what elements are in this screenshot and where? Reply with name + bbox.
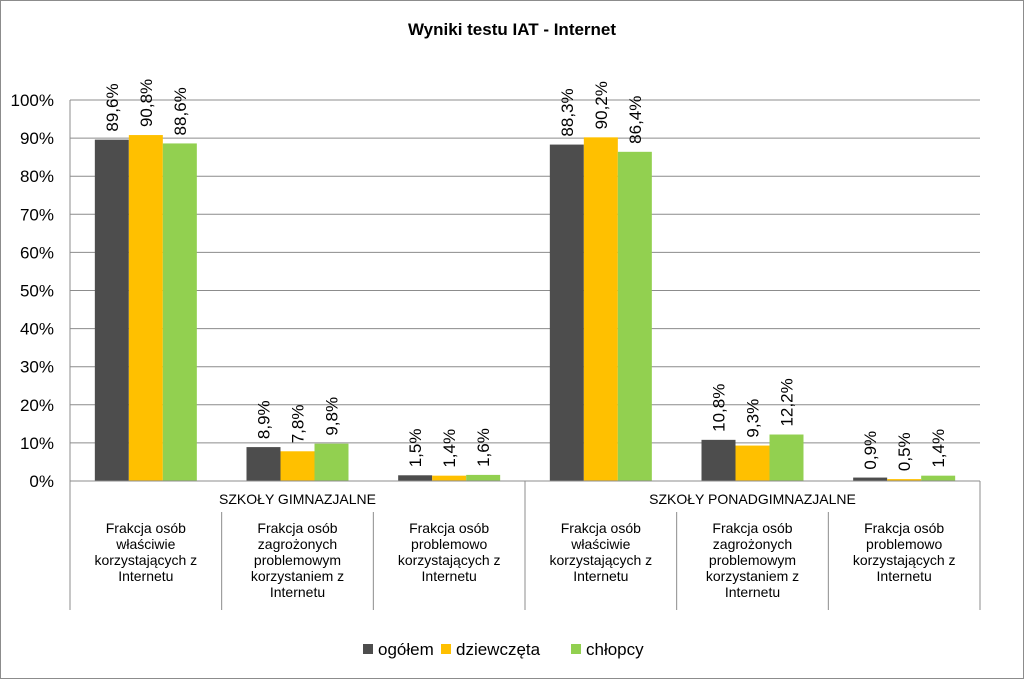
data-label: 7,8% [289,405,308,444]
category-label-line: korzystających z [549,552,652,568]
category-label-line: właściwie [570,536,630,552]
category-label-line: korzystaniem z [706,568,799,584]
bar [128,135,163,481]
category-label: Frakcja osób problemowo korzystających z In… [398,520,501,584]
category-label-line: korzystaniem z [251,568,344,584]
y-tick-label: 10% [20,434,54,453]
category-label-line: problemowo [411,536,487,552]
bar [769,434,804,481]
data-label: 0,5% [895,432,914,471]
category-label-line: właściwie [115,536,175,552]
data-label: 1,5% [406,429,425,468]
category-label-line: problemowym [254,552,341,568]
legend-label: chłopcy [586,640,644,659]
category-label-line: Internetu [877,568,932,584]
y-tick-label: 30% [20,358,54,377]
bar [398,475,433,481]
y-tick-label: 0% [29,472,54,491]
data-label: 90,2% [592,81,611,129]
y-tick-label: 20% [20,396,54,415]
group-label: SZKOŁY PONADGIMNAZJALNE [649,491,856,507]
bar [94,139,129,481]
category-label-line: Frakcja osób [106,520,186,536]
x-axis: SZKOŁY GIMNAZJALNE SZKOŁY PONADGIMNAZJALN… [69,480,981,610]
data-label: 9,3% [744,399,763,438]
category-label-line: Internetu [725,584,780,600]
category-label: Frakcja osób właściwie korzystających z Int… [549,520,652,584]
category-label-line: zagrożonych [258,536,337,552]
category-label-line: Internetu [573,568,628,584]
bar [162,143,197,481]
y-tick-label: 40% [20,320,54,339]
category-label-line: korzystających z [398,552,501,568]
category-label-line: Frakcja osób [257,520,337,536]
bar [735,445,770,481]
legend-label: ogółem [378,640,434,659]
y-axis-ticks: 0% 10% 20% 30% 40% 50% 60% 70% 80% 90% 100% [11,91,54,491]
legend-label: dziewczęta [456,640,541,659]
legend-swatch [571,644,581,654]
legend: ogółem dziewczęta chłopcy [363,640,644,659]
data-label: 1,6% [474,428,493,467]
bar [314,443,349,481]
category-label-line: zagrożonych [713,536,792,552]
gridlines [69,99,980,482]
bar [887,479,922,481]
bar [432,475,467,481]
bar [701,439,736,481]
data-label: 88,6% [171,87,190,135]
data-labels: 89,6% 8,9% 1,5% 88,3% 10,8% 0,9% 90,8% 7,8% 1,4%… [103,79,948,471]
data-label: 88,3% [558,88,577,136]
y-tick-label: 100% [11,91,54,110]
category-label-line: Internetu [422,568,477,584]
bar [466,474,501,481]
bar [549,144,584,481]
bar [280,451,315,481]
legend-swatch [441,644,451,654]
category-label-line: korzystających z [94,552,197,568]
category-label-line: problemowym [709,552,796,568]
group-label: SZKOŁY GIMNAZJALNE [219,491,376,507]
category-label: Frakcja osób zagrożonych problemowym korzys… [251,520,344,600]
y-tick-label: 90% [20,129,54,148]
data-label: 86,4% [626,96,645,144]
data-label: 1,4% [929,429,948,468]
data-label: 89,6% [103,83,122,131]
category-label-line: Frakcja osób [864,520,944,536]
category-label-line: Frakcja osób [561,520,641,536]
category-label-line: Internetu [270,584,325,600]
data-label: 9,8% [323,397,342,436]
bars [94,135,956,482]
data-label: 10,8% [710,384,729,432]
chart-title: Wyniki testu IAT - Internet [408,20,616,39]
category-label: Frakcja osób właściwie korzystających z Int… [94,520,197,584]
category-label-line: problemowo [866,536,942,552]
category-label-line: Internetu [118,568,173,584]
data-label: 90,8% [137,79,156,127]
category-label-line: Frakcja osób [409,520,489,536]
bar [853,477,888,481]
legend-swatch [363,644,373,654]
category-label: Frakcja osób problemowo korzystających z In… [853,520,956,584]
data-label: 12,2% [778,378,797,426]
y-tick-label: 50% [20,282,54,301]
data-label: 0,9% [861,431,880,470]
category-label-line: Frakcja osób [712,520,792,536]
y-tick-label: 80% [20,167,54,186]
data-label: 8,9% [255,400,274,439]
y-tick-label: 70% [20,205,54,224]
bar [617,151,652,482]
bar [921,475,956,481]
bar [583,137,618,481]
category-label-line: korzystających z [853,552,956,568]
data-label: 1,4% [440,429,459,468]
category-label: Frakcja osób zagrożonych problemowym korzys… [706,520,799,600]
bar [246,447,281,481]
y-tick-label: 60% [20,243,54,262]
